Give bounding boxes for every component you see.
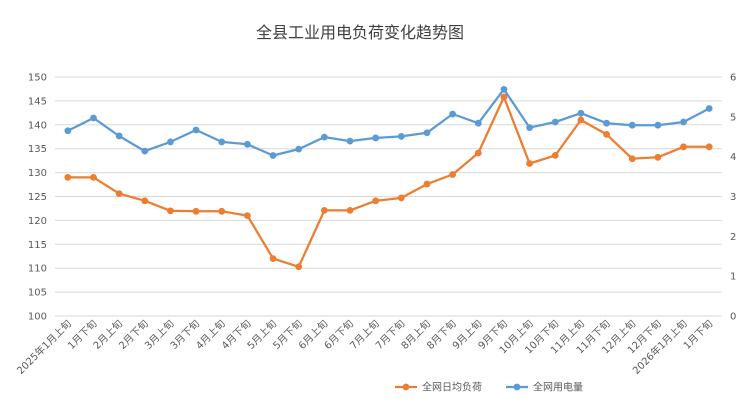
data-point-series-2 <box>577 109 585 117</box>
data-point-series-2 <box>603 119 610 127</box>
left-axis-tick-label: 115 <box>28 240 47 251</box>
data-point-series-2 <box>90 114 97 122</box>
left-axis-tick-label: 120 <box>28 216 47 227</box>
series-line-2 <box>67 88 710 157</box>
data-point-series-2 <box>115 132 123 140</box>
data-point-series-2 <box>474 119 482 127</box>
data-point-series-1 <box>603 130 610 138</box>
right-axis-tick-label: 0 <box>730 312 736 323</box>
data-point-series-2 <box>64 127 72 135</box>
data-point-series-1 <box>141 197 149 205</box>
legend-marker-2 <box>513 383 521 391</box>
data-point-series-1 <box>269 255 277 263</box>
data-point-series-1 <box>320 206 328 214</box>
data-point-series-1 <box>372 197 380 205</box>
data-point-series-1 <box>551 151 559 159</box>
right-axis-tick-label: 1 <box>730 272 736 283</box>
data-point-series-1 <box>680 143 687 151</box>
left-axis-tick-label: 145 <box>28 96 47 107</box>
left-axis-tick-label: 150 <box>28 73 47 84</box>
data-point-series-1 <box>654 153 662 161</box>
x-axis-tick-label: 2025年1月上旬 <box>14 317 74 377</box>
data-point-series-2 <box>680 118 687 126</box>
left-axis-ticks: 100 105 110 115 120 125 130 135 140 145 150 <box>28 73 47 323</box>
data-point-series-2 <box>551 118 559 126</box>
legend-label-2: 全网用电量 <box>533 381 583 394</box>
data-point-series-1 <box>115 190 123 198</box>
right-axis-tick-label: 2 <box>730 232 736 243</box>
data-point-series-2 <box>295 145 303 153</box>
data-point-series-2 <box>449 110 457 118</box>
data-point-series-1 <box>167 207 174 215</box>
data-point-series-1 <box>526 160 533 167</box>
data-point-series-1 <box>218 207 226 215</box>
data-point-series-2 <box>192 126 200 134</box>
data-point-series-2 <box>500 85 508 93</box>
left-axis-tick-label: 140 <box>28 120 47 131</box>
left-axis-tick-label: 130 <box>28 168 47 179</box>
series-layer <box>64 85 713 271</box>
data-point-series-1 <box>192 207 200 215</box>
data-point-series-2 <box>526 124 533 131</box>
data-point-series-2 <box>141 147 149 155</box>
data-point-series-1 <box>577 116 585 124</box>
data-point-series-2 <box>320 133 328 141</box>
data-point-series-1 <box>64 173 72 181</box>
right-axis-ticks: 0 1 2 3 4 5 6 <box>730 73 736 323</box>
right-axis-tick-label: 3 <box>730 192 736 203</box>
data-point-series-1 <box>628 155 636 163</box>
left-axis-tick-label: 125 <box>28 192 47 203</box>
x-axis-ticks: 2025年1月上旬1月下旬2月上旬2月下旬3月上旬3月下旬4月上旬4月下旬5月上… <box>14 317 715 377</box>
data-point-series-1 <box>449 171 457 178</box>
grid-lines <box>55 76 722 317</box>
data-point-series-1 <box>705 143 713 151</box>
series-line-1 <box>67 95 710 268</box>
data-point-series-2 <box>269 152 277 159</box>
right-axis-tick-label: 6 <box>730 73 736 84</box>
data-point-series-1 <box>397 194 405 202</box>
legend-marker-1 <box>402 383 410 391</box>
data-point-series-1 <box>90 173 97 181</box>
data-point-series-2 <box>628 121 636 129</box>
data-point-series-2 <box>218 138 226 146</box>
data-point-series-1 <box>346 206 354 214</box>
data-point-series-1 <box>423 180 431 188</box>
data-point-series-1 <box>500 93 508 101</box>
left-axis-tick-label: 100 <box>28 312 47 323</box>
data-point-series-1 <box>295 263 303 271</box>
legend-label-1: 全网日均负荷 <box>422 381 482 394</box>
data-point-series-1 <box>244 212 251 220</box>
left-axis-tick-label: 110 <box>28 264 47 275</box>
data-point-series-2 <box>372 134 380 142</box>
right-axis-tick-label: 5 <box>730 112 736 123</box>
left-axis-tick-label: 135 <box>28 144 47 155</box>
data-point-series-2 <box>654 121 662 129</box>
left-axis-tick-label: 105 <box>28 288 47 299</box>
legend: 全网日均负荷 全网用电量 <box>395 381 583 394</box>
data-point-series-2 <box>397 132 405 140</box>
chart-title: 全县工业用电负荷变化趋势图 <box>256 23 464 42</box>
data-point-series-2 <box>244 140 251 148</box>
right-axis-tick-label: 4 <box>730 152 736 163</box>
data-point-series-2 <box>705 105 713 112</box>
data-point-series-2 <box>346 137 354 145</box>
data-point-series-2 <box>423 129 431 137</box>
data-point-series-1 <box>474 149 482 157</box>
data-point-series-2 <box>167 138 174 146</box>
